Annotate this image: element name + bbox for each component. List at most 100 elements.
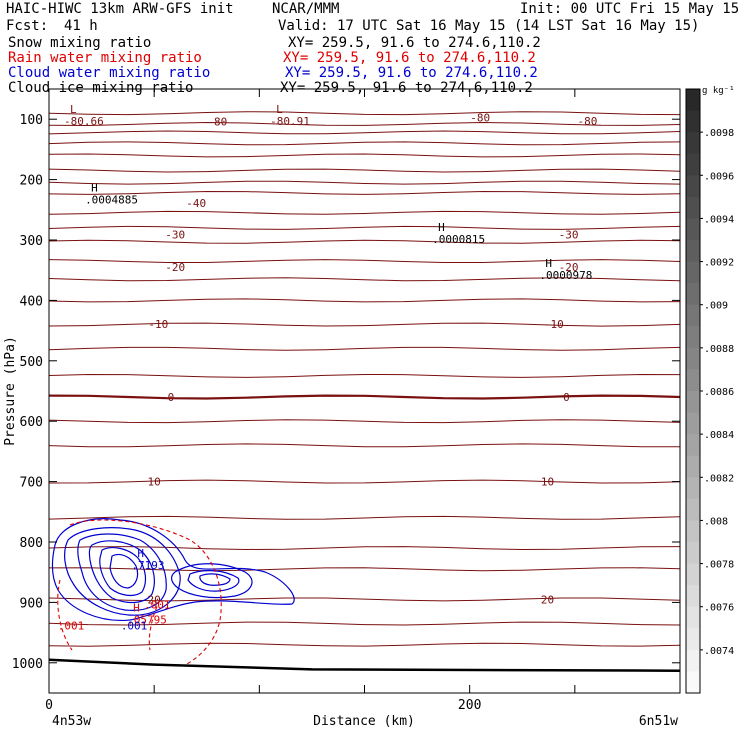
y-tick-label: 400 <box>20 294 43 309</box>
colorbar-swatch <box>686 671 700 694</box>
y-tick-label: 700 <box>20 476 43 491</box>
isotherm-label: -10 <box>148 318 168 331</box>
field-snow-xy: XY= 259.5, 91.6 to 274.6,110.2 <box>288 35 541 51</box>
colorbar: .0098 .0096 .0094 .0092 .009 .0088 .0086 .0084.… <box>685 88 734 694</box>
extremum-value: -80.66 <box>64 115 104 128</box>
init-label: Init: 00 UTC Fri 15 May 15 <box>520 1 740 17</box>
isotherm-label: -80 <box>207 116 227 129</box>
isotherm-line <box>49 111 680 116</box>
field-cloudice-xy: XY= 259.5, 91.6 to 274.6,110.2 <box>280 80 533 96</box>
isotherm-line <box>49 567 680 572</box>
extremum-marker: L <box>70 103 77 116</box>
colorbar-tick-label: .0096 <box>704 171 734 182</box>
isotherm-line <box>49 210 680 215</box>
extremum-value: .001 <box>121 620 148 633</box>
extremum-marker: H <box>91 182 98 195</box>
colorbar-tick-label: .0088 <box>704 344 734 355</box>
extremum-value: .001 <box>58 620 84 633</box>
contour-labels: -80 -80 -80 -40 -30 -30 -20 -20 -10 -10 0 0 10 10 20 20… <box>58 103 598 632</box>
colorbar-swatch <box>686 412 700 435</box>
extremum-marker: H <box>545 257 552 270</box>
isotherm-label: -20 <box>559 261 579 274</box>
colorbar-swatch <box>686 606 700 629</box>
extremum-value: -80.91 <box>270 115 310 128</box>
colorbar-swatch <box>686 240 700 263</box>
cloud-contours <box>51 518 295 666</box>
extremum-marker: L <box>276 103 283 116</box>
isotherm-line <box>49 419 680 424</box>
isotherm-line <box>49 141 680 146</box>
isotherm-label: 0 <box>563 391 570 404</box>
fcst-label: Fcst: <box>6 18 49 34</box>
colorbar-swatch <box>686 89 700 112</box>
isotherm-label: -40 <box>186 197 206 210</box>
colorbar-swatch <box>686 304 700 327</box>
colorbar-unit-label: g kg⁻¹ <box>702 86 735 96</box>
colorbar-swatch <box>686 110 700 133</box>
cloud-water-contour <box>77 533 167 611</box>
y-tick-label: 900 <box>20 596 43 611</box>
isotherm-lines <box>49 111 680 647</box>
field-cloudice-name: Cloud ice mixing ratio <box>8 80 194 96</box>
isotherm-line <box>49 443 680 448</box>
isotherm-line <box>49 180 680 185</box>
colorbar-tick-label: .0092 <box>704 258 734 269</box>
cloud-water-contour <box>99 547 147 597</box>
field-cloudwater-name: Cloud water mixing ratio <box>8 65 211 81</box>
fcst-value: 41 h <box>64 18 98 34</box>
colorbar-swatch <box>686 391 700 414</box>
extremum-value: .0000978 <box>539 269 592 282</box>
y-axis-label: Pressure (hPa) <box>3 336 18 446</box>
model-title: HAIC-HIWC 13km ARW-GFS init <box>6 1 234 17</box>
colorbar-swatch <box>686 542 700 565</box>
isotherm-line <box>49 225 680 230</box>
valid-label: Valid: 17 UTC Sat 16 May 15 (14 LST Sat … <box>278 18 700 34</box>
colorbar-swatch <box>686 283 700 306</box>
field-snow-name: Snow mixing ratio <box>8 35 152 51</box>
isotherm-label: 20 <box>541 593 554 606</box>
isotherm-line <box>49 479 680 484</box>
colorbar-swatch <box>686 261 700 284</box>
y-tick-label: 100 <box>20 113 43 128</box>
colorbar-swatch <box>686 520 700 543</box>
org-label: NCAR/MMM <box>272 1 340 17</box>
isotherm-line <box>49 259 680 263</box>
colorbar-tick-label: .0082 <box>704 473 734 484</box>
colorbar-swatch <box>686 132 700 155</box>
isotherm-line <box>49 373 680 378</box>
colorbar-swatch <box>686 175 700 198</box>
colorbar-swatch <box>686 347 700 370</box>
colorbar-swatch <box>686 455 700 478</box>
isotherm-line <box>49 239 680 244</box>
x-left-end-label: 4n53w <box>52 714 91 729</box>
isotherm-label: -10 <box>544 318 564 331</box>
isotherm-label: 20 <box>148 593 161 606</box>
colorbar-swatch <box>686 563 700 586</box>
terrain-line <box>49 658 680 672</box>
isotherm-line <box>49 277 680 282</box>
colorbar-swatch <box>686 498 700 521</box>
cloud-water-contour <box>51 518 295 622</box>
extremum-marker: H <box>133 602 140 615</box>
isotherm-line <box>49 346 680 351</box>
extremum-value: .001 <box>144 598 171 611</box>
isotherm-line <box>49 121 680 127</box>
y-tick-label: 800 <box>20 536 43 551</box>
y-tick-label: 1000 <box>12 657 43 672</box>
colorbar-swatch <box>686 434 700 457</box>
x-right-end-label: 6n51w <box>639 714 678 729</box>
isotherm-line <box>49 546 680 551</box>
colorbar-tick-label: .0094 <box>704 214 734 225</box>
terrain-surface <box>49 658 680 672</box>
x-tick-label: 200 <box>458 698 481 713</box>
rain-water-contour <box>57 579 73 651</box>
colorbar-tick-label: .0098 <box>704 128 734 139</box>
colorbar-swatch <box>686 585 700 608</box>
field-rain-name: Rain water mixing ratio <box>8 50 202 66</box>
cloud-water-contour <box>88 540 155 604</box>
colorbar-tick-label: .008 <box>704 516 728 527</box>
colorbar-swatch <box>686 369 700 392</box>
isotherm-line <box>49 130 680 135</box>
colorbar-swatch <box>686 326 700 349</box>
